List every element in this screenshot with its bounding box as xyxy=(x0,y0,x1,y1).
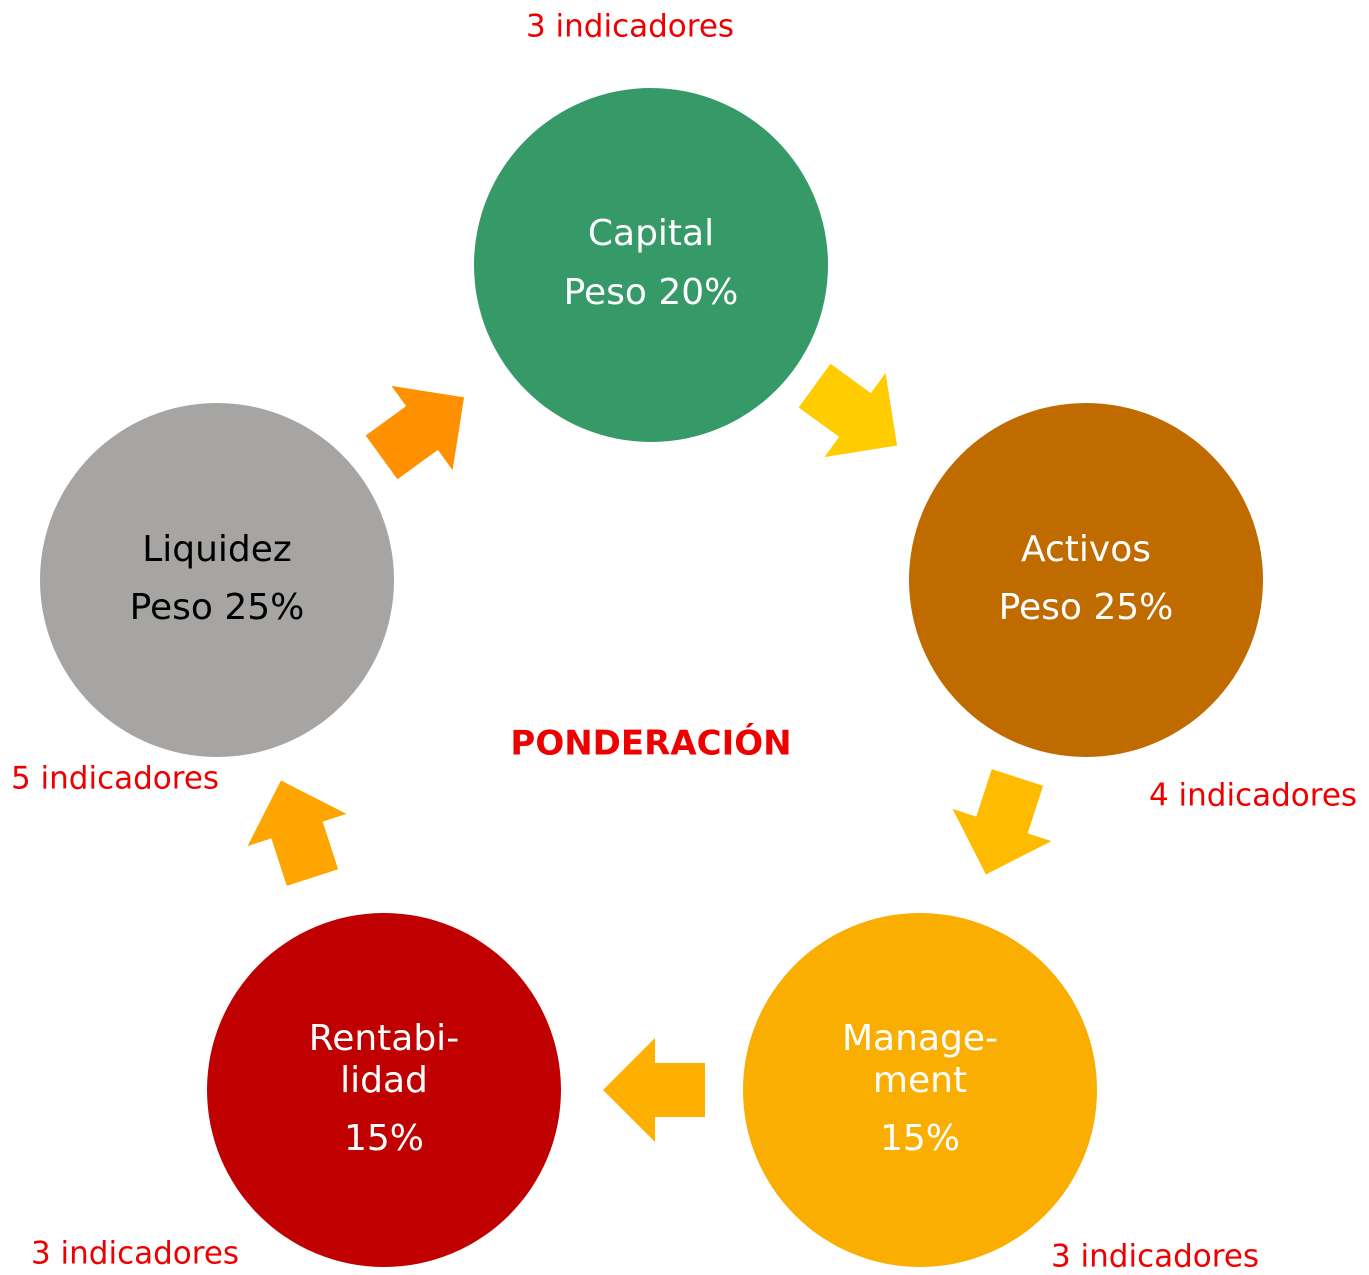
arrows xyxy=(247,363,1052,1142)
arrow xyxy=(603,1038,705,1142)
center-title: PONDERACIÓN xyxy=(510,723,791,764)
node-label: 15% xyxy=(344,1118,424,1159)
node-label: Peso 25% xyxy=(130,587,305,628)
arrow xyxy=(365,385,465,480)
node-label: Manage- xyxy=(842,1018,998,1059)
node-label: lidad xyxy=(340,1060,428,1101)
node-label: Peso 20% xyxy=(564,272,739,313)
node-label: Peso 25% xyxy=(999,587,1174,628)
node-label: Capital xyxy=(588,213,714,254)
node-label: ment xyxy=(873,1060,967,1101)
arrow xyxy=(952,769,1052,875)
indicator-label: 3 indicadores xyxy=(1051,1239,1259,1275)
node-label: 15% xyxy=(880,1118,960,1159)
indicator-label: 3 indicadores xyxy=(31,1236,239,1272)
indicator-label: 4 indicadores xyxy=(1149,778,1357,814)
arrow xyxy=(247,780,347,886)
node-label: Rentabi- xyxy=(309,1018,459,1059)
node-circle xyxy=(743,913,1097,1267)
indicator-label: 5 indicadores xyxy=(11,761,219,797)
node-label: Activos xyxy=(1021,529,1151,570)
node-circle xyxy=(909,403,1263,757)
node-circle xyxy=(474,88,828,442)
node-circle xyxy=(207,913,561,1267)
node-label: Liquidez xyxy=(142,529,292,570)
indicator-label: 3 indicadores xyxy=(526,9,734,45)
node-circle xyxy=(40,403,394,757)
arrow xyxy=(798,363,898,458)
